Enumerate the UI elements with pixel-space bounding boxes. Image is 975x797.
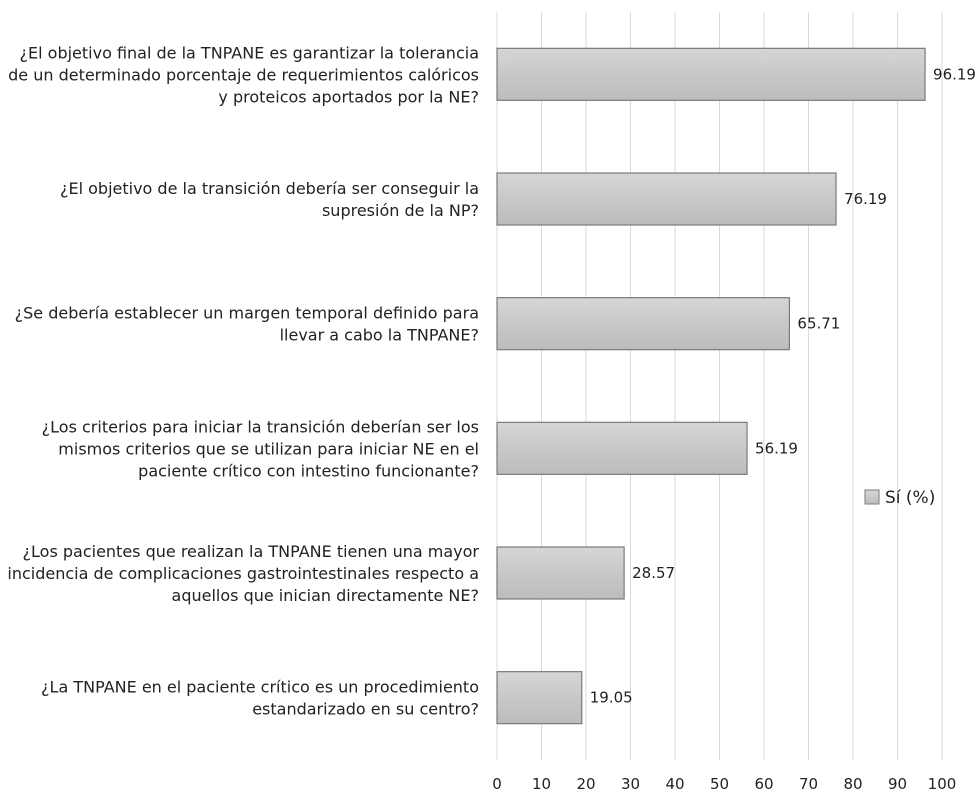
category-label-line: ¿La TNPANE en el paciente crítico es un … <box>41 678 479 697</box>
x-tick-label: 20 <box>576 775 595 793</box>
bar <box>496 47 926 101</box>
category-label-line: ¿El objetivo final de la TNPANE es garan… <box>20 43 479 62</box>
category-label-line: ¿Se debería establecer un margen tempora… <box>15 304 479 323</box>
legend-label: Sí (%) <box>885 488 935 508</box>
category-labels: ¿El objetivo final de la TNPANE es garan… <box>7 43 479 718</box>
bar <box>496 172 837 226</box>
legend: Sí (%) <box>864 488 935 508</box>
x-tick-label: 30 <box>621 775 640 793</box>
x-tick-label: 70 <box>799 775 818 793</box>
x-tick-label: 50 <box>710 775 729 793</box>
data-label: 96.19 <box>933 65 975 83</box>
x-tick-label: 80 <box>843 775 862 793</box>
data-label: 65.71 <box>797 315 840 333</box>
category-label-line: llevar a cabo la TNPANE? <box>280 326 479 345</box>
bar <box>496 297 791 351</box>
x-tick-label: 40 <box>665 775 684 793</box>
category-label-line: supresión de la NP? <box>322 201 479 220</box>
category-label-line: paciente crítico con intestino funcionan… <box>138 461 479 480</box>
category-label-line: aquellos que inician directamente NE? <box>172 586 479 605</box>
bar <box>496 671 583 725</box>
bars <box>496 47 926 725</box>
category-label-line: ¿El objetivo de la transición debería se… <box>60 179 479 198</box>
legend-swatch <box>864 489 880 505</box>
x-tick-label: 10 <box>532 775 551 793</box>
bar <box>496 546 625 600</box>
x-tick-label: 60 <box>754 775 773 793</box>
category-label-line: ¿Los criterios para iniciar la transició… <box>42 417 479 436</box>
category-label-line: ¿Los pacientes que realizan la TNPANE ti… <box>23 542 480 561</box>
data-label: 28.57 <box>632 564 675 582</box>
gridlines <box>496 12 943 760</box>
data-label: 76.19 <box>844 190 887 208</box>
category-label-line: de un determinado porcentaje de requerim… <box>8 65 479 84</box>
category-label-line: incidencia de complicaciones gastrointes… <box>7 564 479 583</box>
data-labels: 96.19 76.19 65.71 56.19 28.57 19.05 <box>590 65 975 706</box>
x-tick-label: 0 <box>492 775 502 793</box>
category-label-line: estandarizado en su centro? <box>252 700 479 719</box>
data-label: 19.05 <box>590 689 633 707</box>
x-tick-label: 100 <box>928 775 957 793</box>
x-axis-ticks: 0 10 20 30 40 50 60 70 80 90 100 <box>492 775 956 793</box>
bar <box>496 421 748 475</box>
category-label-line: y proteicos aportados por la NE? <box>218 87 479 106</box>
category-label-line: mismos criterios que se utilizan para in… <box>58 439 479 458</box>
x-tick-label: 90 <box>888 775 907 793</box>
data-label: 56.19 <box>755 439 798 457</box>
